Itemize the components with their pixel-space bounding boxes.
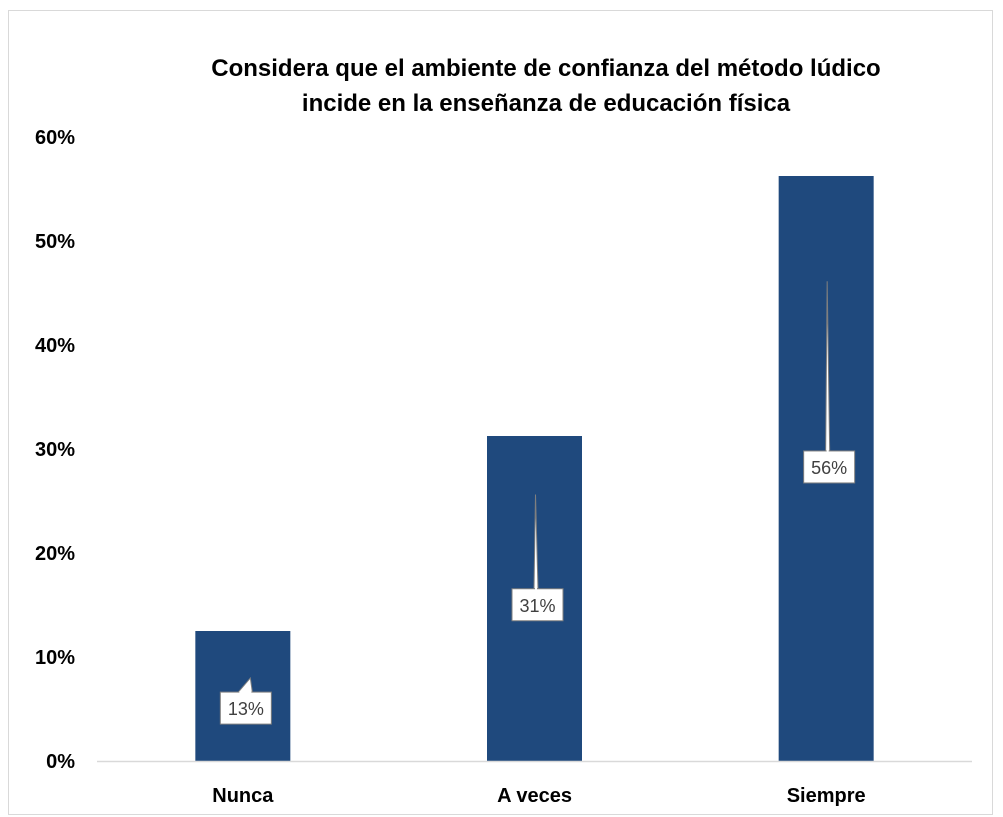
y-tick-label: 50% (35, 231, 75, 253)
y-tick-label: 0% (46, 751, 75, 773)
data-label-box (803, 450, 856, 484)
chart-title: Considera que el ambiente de confianza d… (211, 55, 880, 117)
y-tick-label: 30% (35, 439, 75, 461)
x-tick-label: Siempre (787, 785, 866, 807)
data-label: 13% (228, 699, 264, 719)
y-tick-label: 10% (35, 647, 75, 669)
bars (195, 176, 874, 761)
x-tick-label: Nunca (212, 785, 274, 807)
data-labels: 13% 31% 56% (219, 281, 856, 725)
data-label-box (511, 588, 564, 622)
chart-title-line-2: incide en la enseñanza de educación físi… (302, 90, 791, 117)
y-tick-label: 60% (35, 127, 75, 149)
y-axis: 0% 10% 20% 30% 40% 50% 60% (35, 127, 75, 773)
y-tick-label: 40% (35, 335, 75, 357)
data-label-box (219, 691, 272, 725)
y-tick-label: 20% (35, 543, 75, 565)
data-label: 56% (811, 458, 847, 478)
chart-title-line-1: Considera que el ambiente de confianza d… (211, 55, 880, 82)
x-axis: Nunca A veces Siempre (97, 760, 972, 807)
data-label: 31% (519, 596, 555, 616)
x-tick-label: A veces (497, 785, 572, 807)
